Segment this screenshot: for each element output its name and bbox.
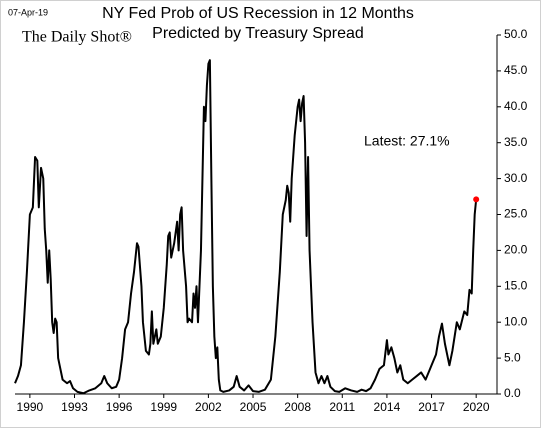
y-tick-label: 30.0 [504, 171, 528, 185]
y-tick-label: 45.0 [504, 63, 528, 77]
x-tick-label: 2014 [374, 400, 401, 414]
x-tick-label: 1996 [106, 400, 133, 414]
x-tick-label: 2020 [463, 400, 490, 414]
line [14, 59, 478, 395]
chart-title: NY Fed Prob of US Recession in 12 Months [102, 5, 414, 22]
x-tick-label: 2008 [284, 400, 311, 414]
x-tick-label: 2017 [418, 400, 445, 414]
chart-subtitle: Predicted by Treasury Spread [152, 25, 364, 42]
x-tick-label: 1993 [61, 400, 88, 414]
x-tick-label: 2002 [195, 400, 222, 414]
x-tick-label: 1990 [17, 400, 44, 414]
annotation: Latest: 27.1% [364, 133, 450, 149]
x-tick-label: 1999 [150, 400, 177, 414]
y-tick-label: 50.0 [504, 27, 528, 41]
y-tick-label: 10.0 [504, 314, 528, 328]
source: The Daily Shot® [22, 29, 132, 46]
x-tick-label: 2005 [240, 400, 267, 414]
y-tick-label: 35.0 [504, 135, 528, 149]
y-tick-label: 0.0 [504, 386, 521, 400]
y-tick-label: 15.0 [504, 278, 528, 292]
y-tick-label: 20.0 [504, 243, 528, 257]
x-tick-label: 2011 [329, 400, 355, 414]
y-tick-label: 40.0 [504, 99, 528, 113]
y-tick-label: 5.0 [504, 350, 521, 364]
y-tick-label: 25.0 [504, 207, 528, 221]
latest-marker [473, 196, 480, 203]
date: 07-Apr-19 [8, 7, 48, 17]
